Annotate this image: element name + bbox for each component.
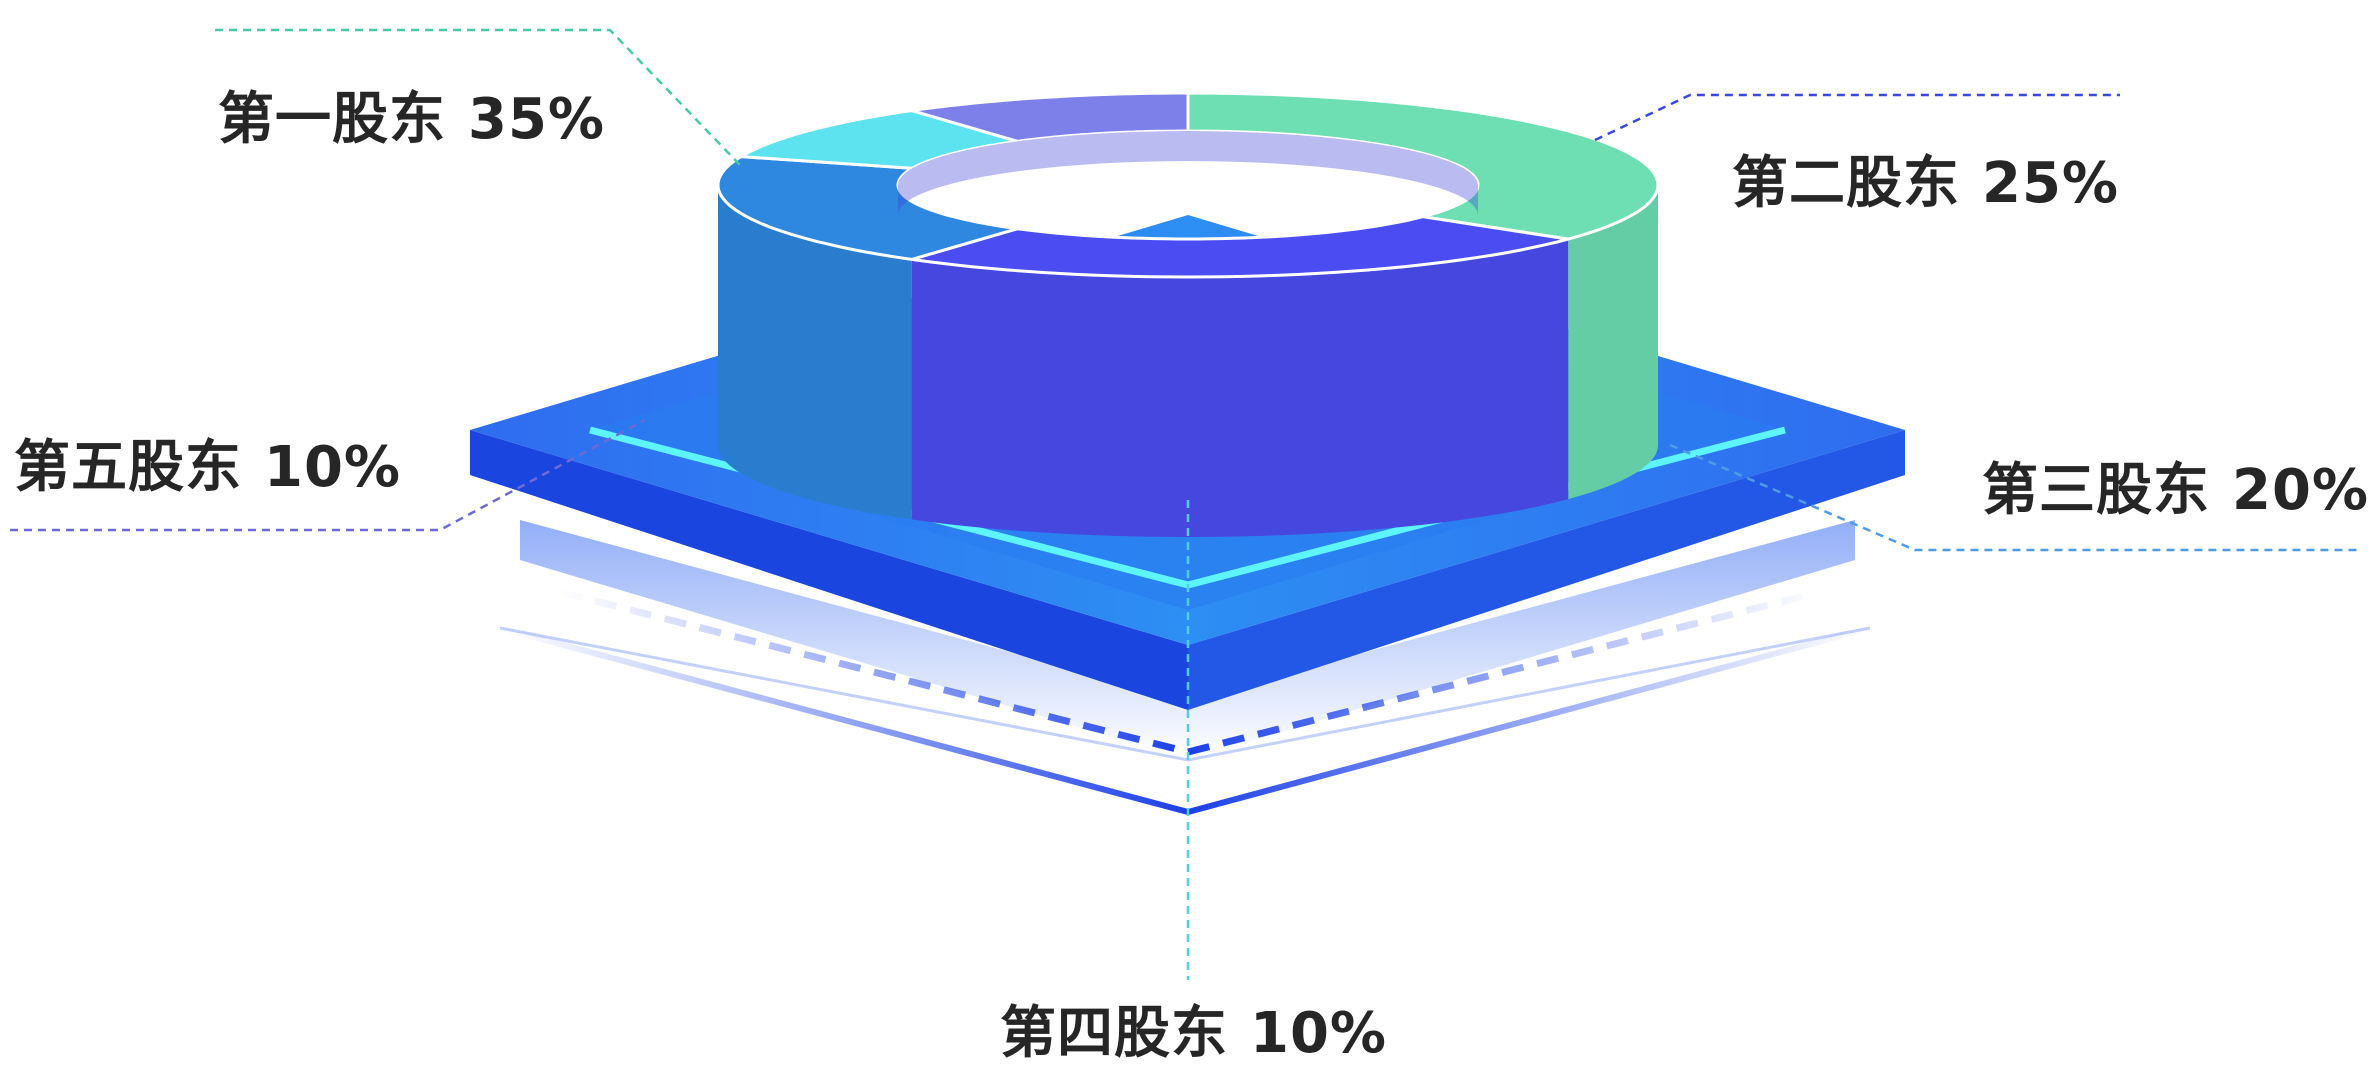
base-line-dashed-left xyxy=(559,588,1189,756)
platform-side-left xyxy=(470,430,1188,710)
slice-top-5 xyxy=(911,91,1190,143)
slice-side-3 xyxy=(718,185,912,520)
leader-line-2 xyxy=(1594,93,2120,142)
slice-name-1: 第一股东 xyxy=(218,87,446,152)
slice-label-5: 第五股东 10% xyxy=(14,422,401,503)
leader-lines xyxy=(10,28,2360,980)
leader-line-1 xyxy=(215,28,741,166)
slice-label-4: 第四股东 10% xyxy=(1000,988,1387,1069)
base-line-solid-right xyxy=(1187,625,1871,815)
leader-line-3 xyxy=(1669,443,2360,552)
slice-value-3: 20% xyxy=(2232,458,2370,523)
slice-value-5: 10% xyxy=(264,435,402,500)
base-line-solid-left xyxy=(499,625,1189,815)
slice-value-2: 25% xyxy=(1982,151,2120,216)
donut-chart xyxy=(716,91,1660,537)
slice-name-4: 第四股东 xyxy=(1000,1001,1228,1066)
slice-label-1: 第一股东 35% xyxy=(218,74,605,155)
slice-side-1 xyxy=(1568,185,1658,500)
slice-label-3: 第三股东 20% xyxy=(1982,445,2369,526)
slice-name-3: 第三股东 xyxy=(1982,458,2210,523)
donut-hole-wall xyxy=(898,131,1478,215)
slice-name-5: 第五股东 xyxy=(14,435,242,500)
slice-side-2 xyxy=(911,239,1569,537)
slice-value-1: 35% xyxy=(468,87,606,152)
slice-label-2: 第二股东 25% xyxy=(1732,138,2119,219)
slice-name-2: 第二股东 xyxy=(1732,151,1960,216)
slice-value-4: 10% xyxy=(1250,1001,1388,1066)
platform-side-right xyxy=(1188,430,1905,710)
leader-line-5 xyxy=(10,418,646,532)
base-line-dashed-right xyxy=(1187,588,1821,756)
